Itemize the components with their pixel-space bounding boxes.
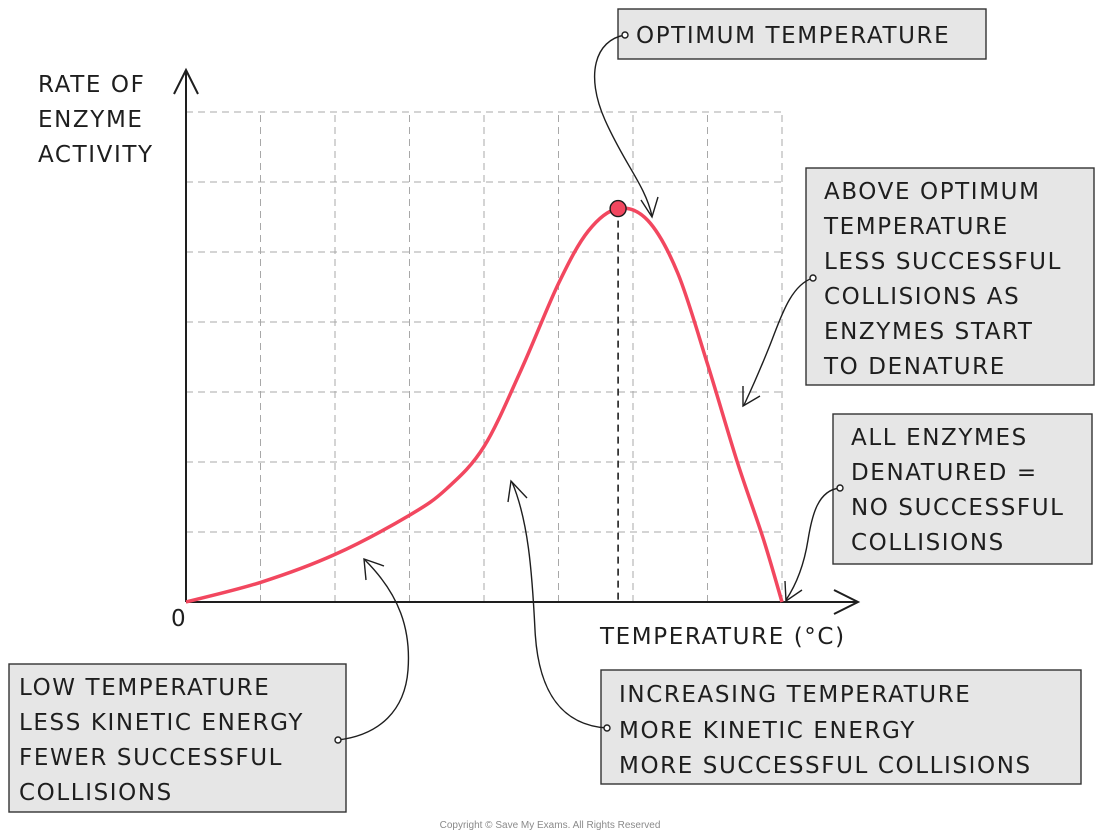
annotation-line: ABOVE OPTIMUM — [824, 179, 1041, 205]
annotation-box — [8, 663, 347, 813]
annotation-box — [805, 167, 1095, 386]
pointer-arrowhead — [784, 580, 803, 603]
pointer-arrowhead — [742, 386, 761, 408]
annotation-line: COLLISIONS — [851, 530, 1005, 556]
annotation-box — [617, 8, 987, 60]
axes — [173, 67, 861, 615]
annotation-optimum-temperature: OPTIMUM TEMPERATURE — [593, 8, 987, 219]
pointer-line — [593, 34, 653, 217]
y-axis-label-line-2: ENZYME — [38, 107, 144, 133]
annotation-line: FEWER SUCCESSFUL — [19, 745, 283, 771]
pointer-line — [511, 481, 608, 729]
annotation-line: NO SUCCESSFUL — [851, 495, 1065, 521]
annotation-line: ALL ENZYMES — [851, 425, 1028, 451]
chart-grid — [186, 111, 783, 602]
pointer-line — [743, 277, 814, 406]
pointer-arrowhead — [507, 479, 528, 503]
pointer-line — [337, 559, 410, 741]
annotation-line: ENZYMES START — [824, 319, 1034, 345]
copyright-text: Copyright © Save My Exams. All Rights Re… — [440, 820, 661, 831]
series-line — [185, 206, 784, 604]
annotation-line: MORE KINETIC ENERGY — [619, 718, 916, 744]
annotation-line: LOW TEMPERATURE — [19, 675, 270, 701]
annotation-line: OPTIMUM TEMPERATURE — [636, 23, 950, 49]
annotation-line: DENATURED = — [851, 460, 1038, 486]
pointer-line — [785, 487, 841, 601]
pointer-arrowhead — [640, 196, 659, 219]
annotation-low-temperature: LOW TEMPERATURE LESS KINETIC ENERGY FEWE… — [8, 557, 410, 813]
annotation-above-optimum: ABOVE OPTIMUM TEMPERATURE LESS SUCCESSFU… — [742, 167, 1095, 408]
annotation-line: COLLISIONS — [19, 780, 173, 806]
x-axis-label: TEMPERATURE (°C) — [599, 624, 846, 650]
pointer-arrowhead — [363, 557, 385, 581]
optimum-point — [609, 199, 627, 218]
annotation-line: TO DENATURE — [823, 354, 1006, 380]
annotation-line: LESS SUCCESSFUL — [824, 249, 1062, 275]
y-axis-label-line-3: ACTIVITY — [38, 142, 154, 168]
annotation-line: MORE SUCCESSFUL COLLISIONS — [619, 753, 1032, 779]
annotation-line: INCREASING TEMPERATURE — [619, 682, 971, 708]
annotation-line: LESS KINETIC ENERGY — [19, 710, 304, 736]
y-axis-label-line-1: RATE OF — [38, 72, 145, 98]
annotation-box — [832, 413, 1093, 565]
y-axis-arrowhead — [173, 67, 199, 95]
x-axis-arrowhead — [833, 589, 861, 615]
annotation-line: COLLISIONS AS — [824, 284, 1020, 310]
annotation-all-denatured: ALL ENZYMES DENATURED = NO SUCCESSFUL CO… — [784, 413, 1093, 603]
annotation-increasing-temperature: INCREASING TEMPERATURE MORE KINETIC ENER… — [507, 479, 1082, 785]
origin-label: 0 — [171, 606, 187, 632]
annotation-box — [600, 669, 1082, 785]
annotation-line: TEMPERATURE — [823, 214, 1009, 240]
